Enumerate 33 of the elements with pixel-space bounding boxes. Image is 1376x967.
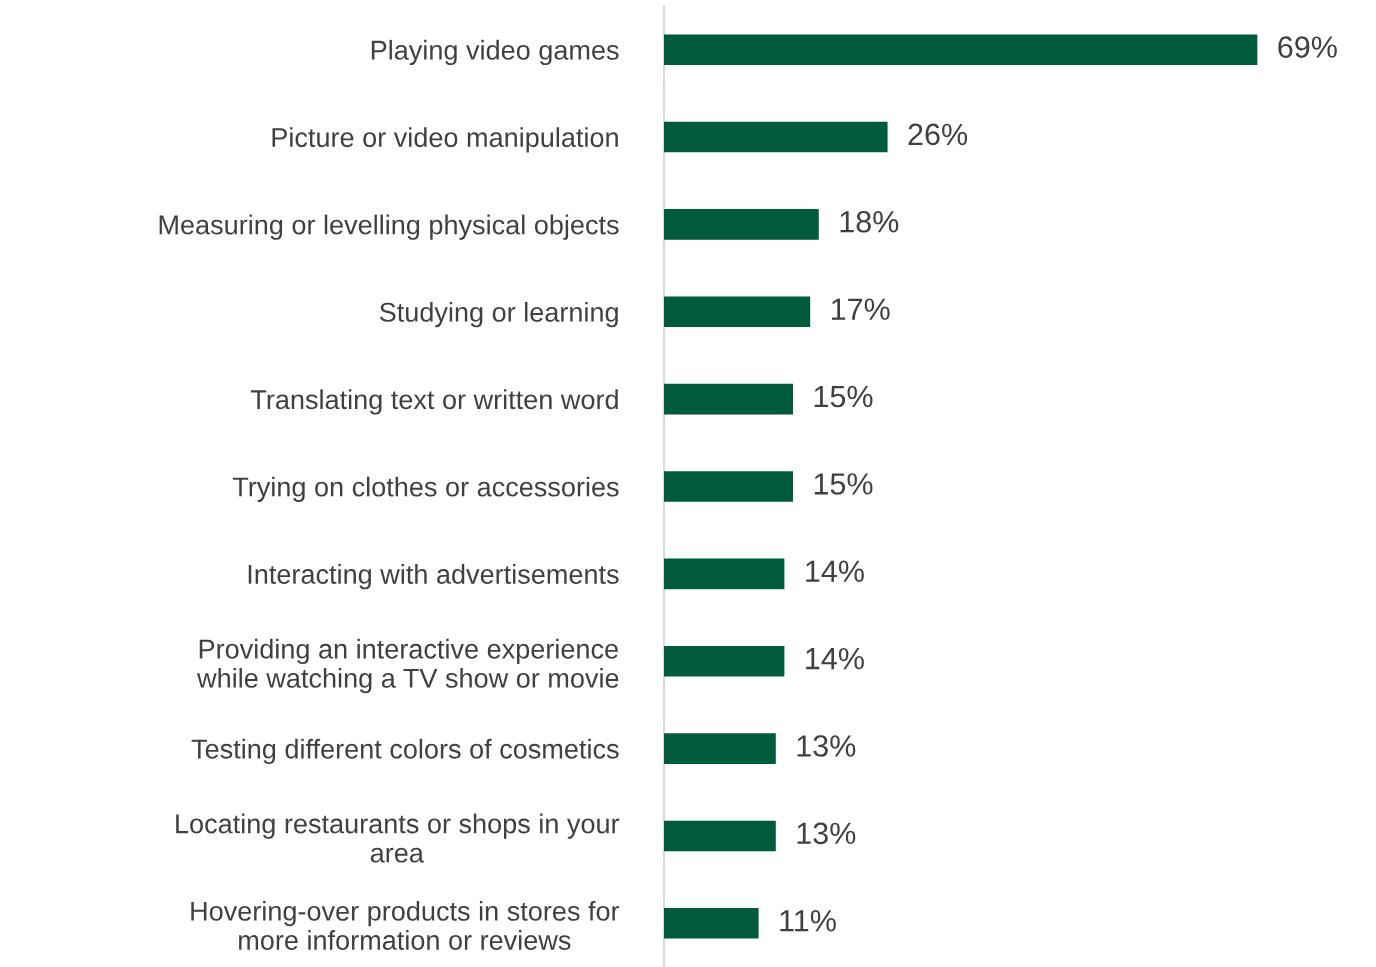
data-label: 17% <box>831 298 890 320</box>
data-label: 13% <box>797 735 856 757</box>
data-label: 26% <box>908 123 968 146</box>
bar <box>664 383 793 415</box>
y-tick-label: Testing different colors of cosmetics <box>191 738 619 765</box>
data-label: 14% <box>806 560 864 582</box>
y-tick-label: Providing an interactive experience while watching a TV show or movie <box>197 638 619 694</box>
y-tick-label: Locating restaurants or shops in your area <box>176 813 620 863</box>
y-tick-label: Playing video games <box>371 39 619 66</box>
bar <box>664 34 1258 65</box>
data-label: 13% <box>797 822 856 845</box>
bar <box>664 908 759 939</box>
bar <box>664 820 776 852</box>
bar <box>664 121 888 153</box>
data-label: 15% <box>814 385 873 408</box>
y-tick-label: Picture or video manipulation <box>272 127 618 153</box>
y-tick-label: Trying on clothes or accessories <box>232 476 619 502</box>
data-label: 15% <box>814 473 873 495</box>
y-tick-label: Studying or learning <box>379 301 618 328</box>
data-label: 14% <box>806 647 864 670</box>
bar <box>664 471 793 502</box>
data-label: 69% <box>1278 36 1337 58</box>
bar <box>664 558 785 590</box>
y-tick-label: Interacting with advertisements <box>248 564 619 590</box>
y-tick-label: Translating text or written word <box>250 389 618 415</box>
y-tick-label: Measuring or levelling physical objects <box>159 214 619 240</box>
bar <box>664 733 776 764</box>
bar <box>664 645 785 677</box>
y-tick-label: Hovering-over products in stores for more information or reviews <box>191 900 620 950</box>
bar <box>664 209 819 240</box>
data-label: 11% <box>780 910 836 932</box>
data-label: 18% <box>840 210 899 233</box>
bar <box>664 296 811 328</box>
